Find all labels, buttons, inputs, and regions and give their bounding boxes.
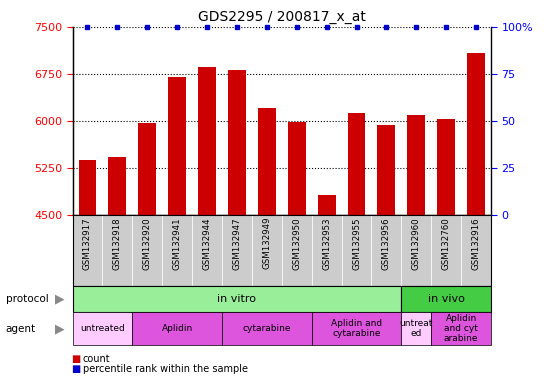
- Bar: [348, 113, 365, 215]
- Text: protocol: protocol: [6, 294, 49, 304]
- Text: ■: ■: [71, 354, 81, 364]
- Text: ▶: ▶: [55, 322, 64, 335]
- Bar: [198, 67, 216, 215]
- Bar: [168, 77, 186, 215]
- Text: count: count: [83, 354, 110, 364]
- Bar: [79, 160, 97, 215]
- Bar: [437, 119, 455, 215]
- Bar: [407, 115, 425, 215]
- Text: in vitro: in vitro: [218, 294, 257, 304]
- Text: Aplidin and
cytarabine: Aplidin and cytarabine: [331, 319, 382, 338]
- Text: Aplidin: Aplidin: [161, 324, 193, 333]
- Text: GSM132944: GSM132944: [203, 217, 211, 270]
- Text: GSM132953: GSM132953: [322, 217, 331, 270]
- Text: GSM132941: GSM132941: [172, 217, 182, 270]
- Bar: [467, 53, 485, 215]
- Text: GSM132916: GSM132916: [472, 217, 480, 270]
- Bar: [377, 125, 396, 215]
- Text: Aplidin
and cyt
arabine: Aplidin and cyt arabine: [444, 314, 478, 343]
- Bar: [108, 157, 126, 215]
- Text: GSM132947: GSM132947: [233, 217, 242, 270]
- Title: GDS2295 / 200817_x_at: GDS2295 / 200817_x_at: [198, 10, 365, 25]
- Text: cytarabine: cytarabine: [243, 324, 291, 333]
- Text: in vivo: in vivo: [428, 294, 465, 304]
- Bar: [228, 70, 246, 215]
- Text: GSM132760: GSM132760: [442, 217, 451, 270]
- Text: GSM132960: GSM132960: [412, 217, 421, 270]
- Bar: [318, 195, 335, 215]
- Bar: [288, 122, 306, 215]
- Text: untreated: untreated: [80, 324, 125, 333]
- Text: GSM132920: GSM132920: [143, 217, 152, 270]
- Text: GSM132949: GSM132949: [262, 217, 271, 270]
- Text: ▶: ▶: [55, 293, 64, 306]
- Text: GSM132956: GSM132956: [382, 217, 391, 270]
- Text: untreat
ed: untreat ed: [400, 319, 433, 338]
- Text: agent: agent: [6, 323, 36, 334]
- Text: percentile rank within the sample: percentile rank within the sample: [83, 364, 248, 374]
- Bar: [138, 123, 156, 215]
- Text: GSM132918: GSM132918: [113, 217, 122, 270]
- Text: GSM132917: GSM132917: [83, 217, 92, 270]
- Bar: [258, 108, 276, 215]
- Text: GSM132950: GSM132950: [292, 217, 301, 270]
- Text: ■: ■: [71, 364, 81, 374]
- Text: GSM132955: GSM132955: [352, 217, 361, 270]
